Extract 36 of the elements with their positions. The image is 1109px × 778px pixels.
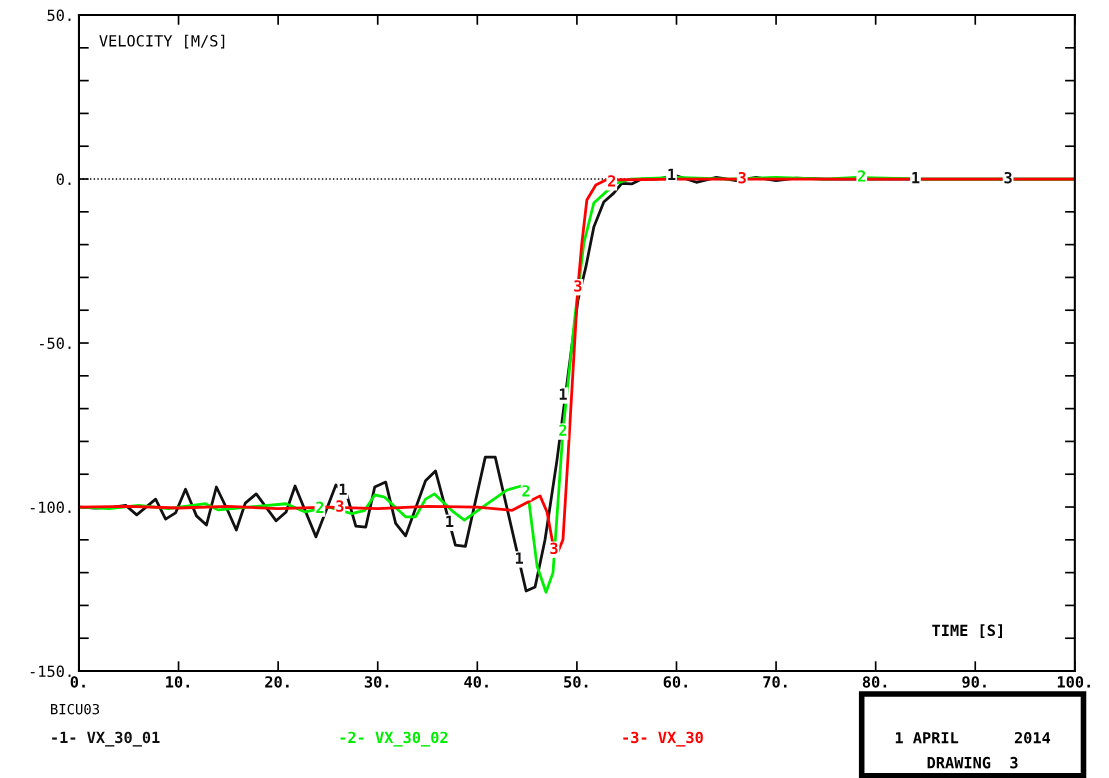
y-tick-label: -50. [39,337,71,350]
x-tick-label: 70. [763,676,787,688]
annotation: 1 [668,168,676,180]
annotation: 2 [316,501,324,513]
y-axis-title: VELOCITY [M/S] [99,34,225,49]
x-tick-label: 20. [265,676,289,688]
x-tick-label: 0. [70,676,85,688]
annotation: 2 [857,170,866,182]
x-tick-label: 10. [166,676,189,688]
text: -1- VX_30_01 [52,731,160,747]
text: BICU03 [51,703,100,715]
text: 1 APRIL 2014 [895,731,1051,744]
annotation: 3 [738,171,746,184]
y-tick-label: -150. [30,665,71,678]
annotation: 1 [559,388,567,400]
x-axis-title: TIME [S] [932,624,1002,638]
annotation: 1 [446,515,454,527]
y-tick-label: -100. [30,501,71,514]
x-tick-label: 50. [564,676,588,688]
annotation: 1 [912,172,920,184]
text: DRAWING 3 [927,756,1018,769]
annotation: 3 [1004,171,1012,184]
annotation: 2 [608,175,616,187]
x-tick-label: 100. [1057,676,1090,688]
annotation: 1 [515,552,524,564]
x-tick-label: 30. [364,676,389,688]
y-tick-label: 50. [47,9,71,22]
x-tick-label: 80. [862,676,887,688]
annotation: 1 [339,483,347,495]
x-tick-label: 40. [464,676,488,688]
annotation: 3 [336,500,344,512]
text: -2- VX_30_02 [340,731,448,747]
x-tick-label: 60. [663,676,687,688]
y-tick-label: 0. [56,173,71,186]
x-tick-label: 90. [962,676,986,688]
text: -3- VX_30 [623,731,703,747]
